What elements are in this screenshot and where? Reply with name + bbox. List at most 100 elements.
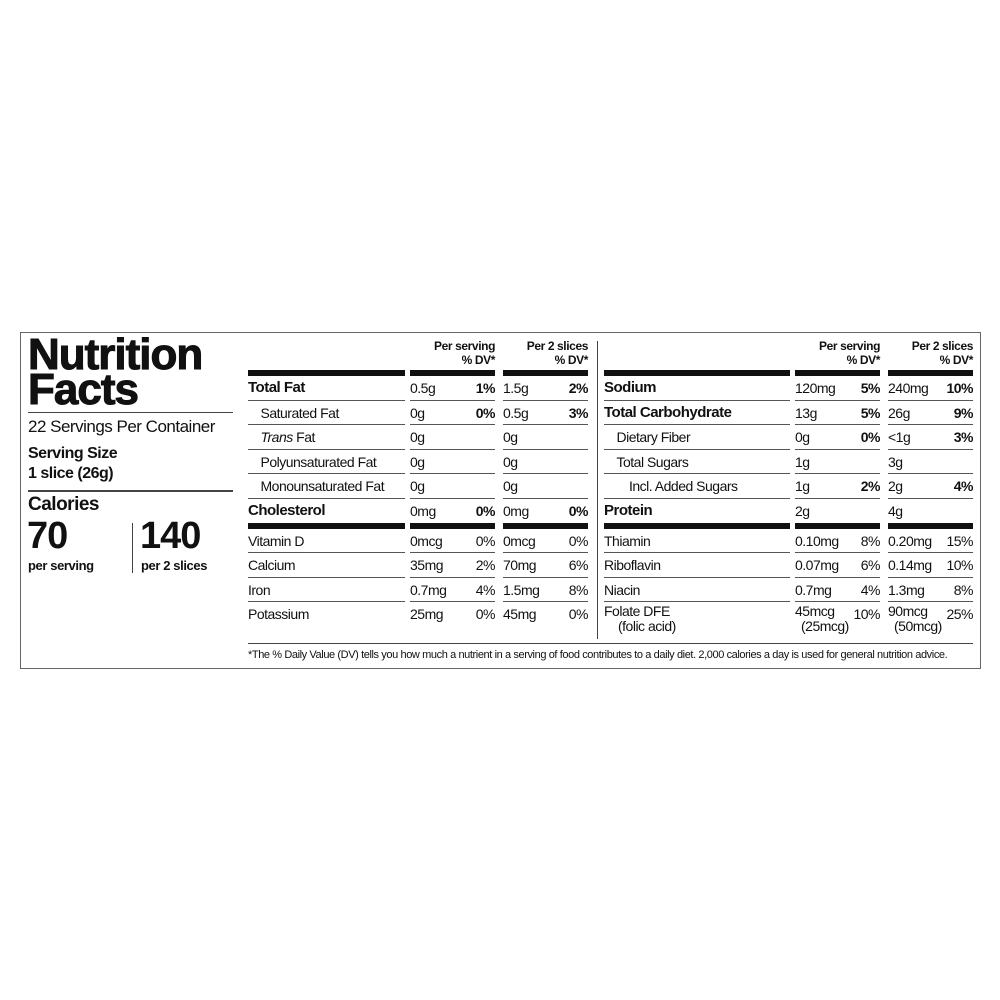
servings-per-container: 22 Servings Per Container	[28, 417, 215, 436]
nutrient-label: Polyunsaturated Fat	[248, 450, 405, 475]
column-header: Per serving% DV*	[795, 339, 880, 367]
thick-rule	[248, 370, 405, 376]
nutrient-values: 1g	[795, 450, 880, 475]
percent-daily-value: 0%	[568, 503, 589, 519]
amount-text: 3g	[888, 453, 903, 470]
amount-text: 1.3mg	[888, 581, 925, 598]
nutrient-values: 1.3mg 8%	[888, 578, 974, 603]
percent-daily-value: 4%	[953, 478, 974, 495]
nutrient-label: Dietary Fiber	[604, 425, 790, 450]
nutrient-amount: 0.07mg	[795, 555, 839, 577]
nutrient-row: Potassium 25mg 0% 45mg 0%	[248, 602, 589, 627]
nutrient-label: Folate DFE (folic acid)	[604, 602, 790, 639]
nutrient-values: 0.5g 1%	[410, 376, 496, 401]
nutrient-label-text: Cholesterol	[248, 502, 326, 519]
amount-sub: (50mcg)	[894, 618, 942, 635]
nutrient-row: Total Fat 0.5g 1% 1.5g 2%	[248, 376, 589, 401]
amount-text: 0g	[410, 478, 425, 495]
nutrient-amount: 0.5g	[503, 403, 529, 425]
percent-daily-value: 10%	[946, 557, 973, 574]
nutrient-label-text: Fat	[292, 429, 315, 446]
amount-text: 2g	[888, 478, 903, 495]
nutrient-label: Total Fat	[248, 376, 405, 401]
nutrient-values: 0g 0%	[795, 425, 881, 450]
percent-daily-value: 15%	[946, 532, 973, 549]
thick-rule	[604, 522, 790, 529]
nutrient-values: 0g	[410, 474, 495, 499]
nutrient-values: 1.5mg 8%	[503, 578, 589, 603]
nutrient-row: Trans Fat 0g 0g	[248, 425, 588, 450]
nutrient-values: 45mg 0%	[503, 602, 589, 627]
nutrient-amount: 1.5g	[503, 378, 529, 400]
nutrient-amount: 0mg	[410, 501, 436, 523]
amount-text: 1.5g	[503, 380, 529, 396]
amount-text: 0.5g	[503, 404, 529, 421]
nutrient-amount: 25mg	[410, 604, 444, 627]
amount-text: 4g	[888, 503, 903, 519]
amount-text: 70mg	[503, 557, 537, 574]
nutrient-values: 3g	[888, 450, 973, 475]
amount-text: 1g	[795, 478, 810, 495]
nutrient-amount: 0g	[795, 427, 810, 449]
nutrient-row: Saturated Fat 0g 0% 0.5g 3%	[248, 401, 589, 426]
nutrient-values: <1g 3%	[888, 425, 974, 450]
percent-daily-value: 8%	[568, 581, 589, 598]
nutrient-row: Incl. Added Sugars 1g 2% 2g 4%	[604, 474, 974, 499]
nutrition-facts-panel: Nutrition Facts 22 Servings Per Containe…	[20, 332, 981, 669]
nutrient-amount: 4g	[888, 501, 903, 523]
nutrient-label: Trans Fat	[248, 425, 405, 450]
percent-daily-value: 1%	[475, 380, 496, 396]
nutrient-values: 1g 2%	[795, 474, 881, 499]
nutrient-amount: 45mg	[503, 604, 537, 627]
thick-rule	[888, 370, 973, 376]
amount-text: 0.7mg	[795, 581, 832, 598]
amount-text: <1g	[888, 429, 911, 446]
nutrient-amount: 35mg	[410, 555, 444, 577]
column-header-line1: Per serving	[434, 339, 495, 353]
column-header: Per 2 slices% DV*	[888, 339, 974, 367]
nutrient-values: 2g 4%	[888, 474, 974, 499]
amount-text: 26g	[888, 404, 910, 421]
calories-per-2-slices-label: per 2 slices	[141, 558, 208, 573]
nutrient-amount: 0g	[410, 452, 425, 474]
nutrient-amount: 2g	[888, 476, 903, 498]
percent-daily-value: 6%	[568, 557, 589, 574]
percent-daily-value: 25%	[946, 606, 973, 623]
nutrient-label: Saturated Fat	[248, 401, 405, 426]
percent-daily-value: 8%	[860, 532, 881, 549]
nutrient-label-text: Riboflavin	[604, 557, 661, 574]
amount-text: 240mg	[888, 380, 929, 396]
nutrient-row: Dietary Fiber 0g 0% <1g 3%	[604, 425, 974, 450]
amount-text: 0mg	[410, 503, 436, 519]
nutrient-label: Vitamin D	[248, 529, 405, 554]
nutrient-label: Sodium	[604, 376, 790, 401]
nutrient-label-text: Vitamin D	[248, 532, 304, 549]
column-header: Per 2 slices% DV*	[503, 339, 589, 367]
column-header-line1: Per 2 slices	[526, 339, 589, 353]
amount-text: 0mg	[503, 503, 529, 519]
nutrient-amount: 0g	[503, 452, 518, 474]
percent-daily-value: 2%	[568, 380, 589, 396]
percent-daily-value: 0%	[860, 429, 881, 446]
amount-text: 0.20mg	[888, 532, 932, 549]
amount-text: 0.5g	[410, 380, 436, 396]
amount-text: 0.07mg	[795, 557, 839, 574]
thick-rule	[888, 522, 973, 529]
nutrient-row: Calcium 35mg 2% 70mg 6%	[248, 553, 589, 578]
thick-rule	[503, 522, 588, 529]
column-header-line2: % DV*	[554, 353, 589, 367]
nutrient-label: Riboflavin	[604, 553, 790, 578]
serving-size-value: 1 slice (26g)	[28, 465, 114, 482]
amount-text: 90mcg	[888, 603, 928, 620]
nutrient-label-text: Thiamin	[604, 532, 651, 549]
nutrient-label-text: Total Sugars	[616, 453, 689, 470]
nutrient-label-text: Protein	[604, 502, 653, 519]
nutrient-values: 0.7mg 4%	[795, 578, 881, 603]
nutrient-row: Protein 2g 4g	[604, 499, 973, 524]
daily-value-footnote: *The % Daily Value (DV) tells you how mu…	[248, 649, 948, 661]
nutrient-label: Monounsaturated Fat	[248, 474, 405, 499]
percent-daily-value: 3%	[568, 404, 589, 421]
percent-daily-value: 10%	[946, 380, 973, 396]
nutrient-values: 0.10mg 8%	[795, 529, 881, 554]
nutrient-row: Sodium 120mg 5% 240mg 10%	[604, 376, 973, 401]
